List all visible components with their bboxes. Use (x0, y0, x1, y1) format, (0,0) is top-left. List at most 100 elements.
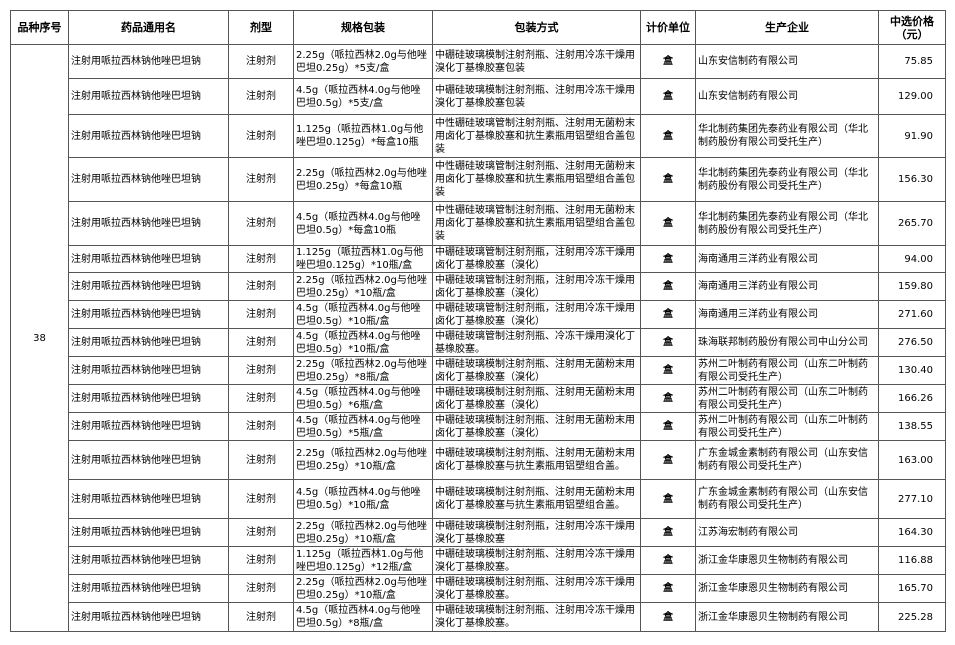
company-cell: 海南通用三洋药业有限公司 (695, 272, 879, 301)
packaging-cell: 中硼硅玻璃管制注射剂瓶，注射用冷冻干燥用卤化丁基橡胶塞（溴化） (432, 245, 641, 273)
dosage-form-cell: 注射剂 (228, 479, 294, 519)
drug-name-cell: 注射用哌拉西林钠他唑巴坦钠 (68, 78, 229, 115)
drug-name-cell: 注射用哌拉西林钠他唑巴坦钠 (68, 546, 229, 575)
dosage-form-cell: 注射剂 (228, 157, 294, 202)
packaging-cell: 中硼硅玻璃模制注射剂瓶、注射用冷冻干燥用溴化丁基橡胶塞包装 (432, 44, 641, 79)
spec-cell: 2.25g（哌拉西林2.0g与他唑巴坦0.25g）*10瓶/盒 (293, 440, 433, 480)
company-cell: 浙江金华康恩贝生物制药有限公司 (695, 546, 879, 575)
company-cell: 广东金城金素制药有限公司（山东安信制药有限公司受托生产） (695, 479, 879, 519)
price-cell: 163.00 (878, 440, 946, 480)
drug-name-cell: 注射用哌拉西林钠他唑巴坦钠 (68, 412, 229, 441)
dosage-form-cell: 注射剂 (228, 114, 294, 158)
table-row: 注射用哌拉西林钠他唑巴坦钠 注射剂 2.25g（哌拉西林2.0g与他唑巴坦0.25g… (11, 440, 946, 480)
spec-cell: 4.5g（哌拉西林4.0g与他唑巴坦0.5g）*8瓶/盒 (293, 602, 433, 632)
price-cell: 165.70 (878, 574, 946, 603)
table-row: 注射用哌拉西林钠他唑巴坦钠 注射剂 4.5g（哌拉西林4.0g与他唑巴坦0.5g）*… (11, 479, 946, 519)
table-row: 注射用哌拉西林钠他唑巴坦钠 注射剂 4.5g（哌拉西林4.0g与他唑巴坦0.5g）*… (11, 201, 946, 246)
dosage-form-cell: 注射剂 (228, 272, 294, 301)
dosage-form-cell: 注射剂 (228, 602, 294, 632)
dosage-form-cell: 注射剂 (228, 78, 294, 115)
drug-name-cell: 注射用哌拉西林钠他唑巴坦钠 (68, 384, 229, 413)
table-row: 注射用哌拉西林钠他唑巴坦钠 注射剂 2.25g（哌拉西林2.0g与他唑巴坦0.25g… (11, 518, 946, 547)
unit-cell: 盒 (640, 44, 696, 79)
unit-cell: 盒 (640, 546, 696, 575)
unit-cell: 盒 (640, 201, 696, 246)
unit-cell: 盒 (640, 157, 696, 202)
packaging-cell: 中硼硅玻璃模制注射剂瓶、注射用冷冻干燥用溴化丁基橡胶塞。 (432, 602, 641, 632)
company-cell: 广东金城金素制药有限公司（山东安信制药有限公司受托生产） (695, 440, 879, 480)
drug-name-cell: 注射用哌拉西林钠他唑巴坦钠 (68, 479, 229, 519)
header-price: 中选价格 （元） (878, 10, 946, 45)
drug-name-cell: 注射用哌拉西林钠他唑巴坦钠 (68, 300, 229, 329)
drug-name-cell: 注射用哌拉西林钠他唑巴坦钠 (68, 602, 229, 632)
spec-cell: 4.5g（哌拉西林4.0g与他唑巴坦0.5g）*5支/盒 (293, 78, 433, 115)
spec-cell: 2.25g（哌拉西林2.0g与他唑巴坦0.25g）*10瓶/盒 (293, 272, 433, 301)
price-cell: 94.00 (878, 245, 946, 273)
table-row: 注射用哌拉西林钠他唑巴坦钠 注射剂 4.5g（哌拉西林4.0g与他唑巴坦0.5g）*… (11, 328, 946, 357)
price-cell: 156.30 (878, 157, 946, 202)
price-cell: 130.40 (878, 356, 946, 385)
dosage-form-cell: 注射剂 (228, 574, 294, 603)
group-number: 38 (10, 44, 69, 632)
header-spec: 规格包装 (293, 10, 433, 45)
spec-cell: 1.125g（哌拉西林1.0g与他唑巴坦0.125g）*每盒10瓶 (293, 114, 433, 158)
packaging-cell: 中硼硅玻璃模制注射剂瓶、注射用无菌粉末用卤化丁基橡胶塞与抗生素瓶用铝塑组合盖。 (432, 440, 641, 480)
drug-name-cell: 注射用哌拉西林钠他唑巴坦钠 (68, 272, 229, 301)
company-cell: 浙江金华康恩贝生物制药有限公司 (695, 602, 879, 632)
packaging-cell: 中性硼硅玻璃管制注射剂瓶、注射用无菌粉末用卤化丁基橡胶塞和抗生素瓶用铝塑组合盖包… (432, 157, 641, 202)
dosage-form-cell: 注射剂 (228, 245, 294, 273)
price-cell: 75.85 (878, 44, 946, 79)
drug-name-cell: 注射用哌拉西林钠他唑巴坦钠 (68, 574, 229, 603)
price-cell: 166.26 (878, 384, 946, 413)
packaging-cell: 中硼硅玻璃模制注射剂瓶、注射用无菌粉末用卤化丁基橡胶塞（溴化） (432, 384, 641, 413)
unit-cell: 盒 (640, 440, 696, 480)
company-cell: 珠海联邦制药股份有限公司中山分公司 (695, 328, 879, 357)
dosage-form-cell: 注射剂 (228, 546, 294, 575)
company-cell: 江苏海宏制药有限公司 (695, 518, 879, 547)
table-row: 注射用哌拉西林钠他唑巴坦钠 注射剂 2.25g（哌拉西林2.0g与他唑巴坦0.25g… (11, 157, 946, 202)
spec-cell: 2.25g（哌拉西林2.0g与他唑巴坦0.25g）*每盒10瓶 (293, 157, 433, 202)
spec-cell: 2.25g（哌拉西林2.0g与他唑巴坦0.25g）*10瓶/盒 (293, 574, 433, 603)
unit-cell: 盒 (640, 272, 696, 301)
table-row: 注射用哌拉西林钠他唑巴坦钠 注射剂 2.25g（哌拉西林2.0g与他唑巴坦0.25g… (11, 574, 946, 603)
packaging-cell: 中硼硅玻璃管制注射剂瓶、冷冻干燥用溴化丁基橡胶塞。 (432, 328, 641, 357)
price-cell: 164.30 (878, 518, 946, 547)
drug-name-cell: 注射用哌拉西林钠他唑巴坦钠 (68, 328, 229, 357)
drug-name-cell: 注射用哌拉西林钠他唑巴坦钠 (68, 201, 229, 246)
spec-cell: 2.25g（哌拉西林2.0g与他唑巴坦0.25g）*5支/盒 (293, 44, 433, 79)
table-row: 注射用哌拉西林钠他唑巴坦钠 注射剂 1.125g（哌拉西林1.0g与他唑巴坦0.12… (11, 245, 946, 273)
header-unit: 计价单位 (640, 10, 696, 45)
dosage-form-cell: 注射剂 (228, 201, 294, 246)
spec-cell: 4.5g（哌拉西林4.0g与他唑巴坦0.5g）*每盒10瓶 (293, 201, 433, 246)
header-company: 生产企业 (695, 10, 879, 45)
unit-cell: 盒 (640, 518, 696, 547)
drug-name-cell: 注射用哌拉西林钠他唑巴坦钠 (68, 440, 229, 480)
header-row: 品种序号 药品通用名 剂型 规格包装 包装方式 计价单位 生产企业 中选价格 （元） (10, 10, 946, 45)
dosage-form-cell: 注射剂 (228, 412, 294, 441)
unit-cell: 盒 (640, 300, 696, 329)
company-cell: 苏州二叶制药有限公司（山东二叶制药有限公司受托生产） (695, 412, 879, 441)
packaging-cell: 中硼硅玻璃管制注射剂瓶，注射用冷冻干燥用卤化丁基橡胶塞（溴化） (432, 272, 641, 301)
packaging-cell: 中硼硅玻璃模制注射剂瓶、注射用冷冻干燥用溴化丁基橡胶塞包装 (432, 78, 641, 115)
header-dosage-form: 剂型 (228, 10, 294, 45)
spec-cell: 4.5g（哌拉西林4.0g与他唑巴坦0.5g）*10瓶/盒 (293, 479, 433, 519)
dosage-form-cell: 注射剂 (228, 440, 294, 480)
packaging-cell: 中硼硅玻璃模制注射剂瓶、注射用无菌粉末用卤化丁基橡胶塞（溴化） (432, 412, 641, 441)
drug-name-cell: 注射用哌拉西林钠他唑巴坦钠 (68, 356, 229, 385)
company-cell: 苏州二叶制药有限公司（山东二叶制药有限公司受托生产） (695, 384, 879, 413)
price-cell: 138.55 (878, 412, 946, 441)
table-row: 注射用哌拉西林钠他唑巴坦钠 注射剂 4.5g（哌拉西林4.0g与他唑巴坦0.5g）*… (11, 78, 946, 115)
drug-name-cell: 注射用哌拉西林钠他唑巴坦钠 (68, 245, 229, 273)
table-row: 注射用哌拉西林钠他唑巴坦钠 注射剂 1.125g（哌拉西林1.0g与他唑巴坦0.12… (11, 546, 946, 575)
price-cell: 265.70 (878, 201, 946, 246)
spec-cell: 4.5g（哌拉西林4.0g与他唑巴坦0.5g）*10瓶/盒 (293, 300, 433, 329)
company-cell: 华北制药集团先泰药业有限公司（华北制药股份有限公司受托生产） (695, 157, 879, 202)
table-row: 注射用哌拉西林钠他唑巴坦钠 注射剂 4.5g（哌拉西林4.0g与他唑巴坦0.5g）*… (11, 384, 946, 413)
company-cell: 山东安信制药有限公司 (695, 44, 879, 79)
packaging-cell: 中硼硅玻璃模制注射剂瓶、注射用无菌粉末用卤化丁基橡胶塞与抗生素瓶用铝塑组合盖。 (432, 479, 641, 519)
unit-cell: 盒 (640, 479, 696, 519)
packaging-cell: 中硼硅玻璃管制注射剂瓶，注射用冷冻干燥用卤化丁基橡胶塞（溴化） (432, 300, 641, 329)
table-row: 注射用哌拉西林钠他唑巴坦钠 注射剂 1.125g（哌拉西林1.0g与他唑巴坦0.12… (11, 114, 946, 158)
unit-cell: 盒 (640, 356, 696, 385)
unit-cell: 盒 (640, 602, 696, 632)
